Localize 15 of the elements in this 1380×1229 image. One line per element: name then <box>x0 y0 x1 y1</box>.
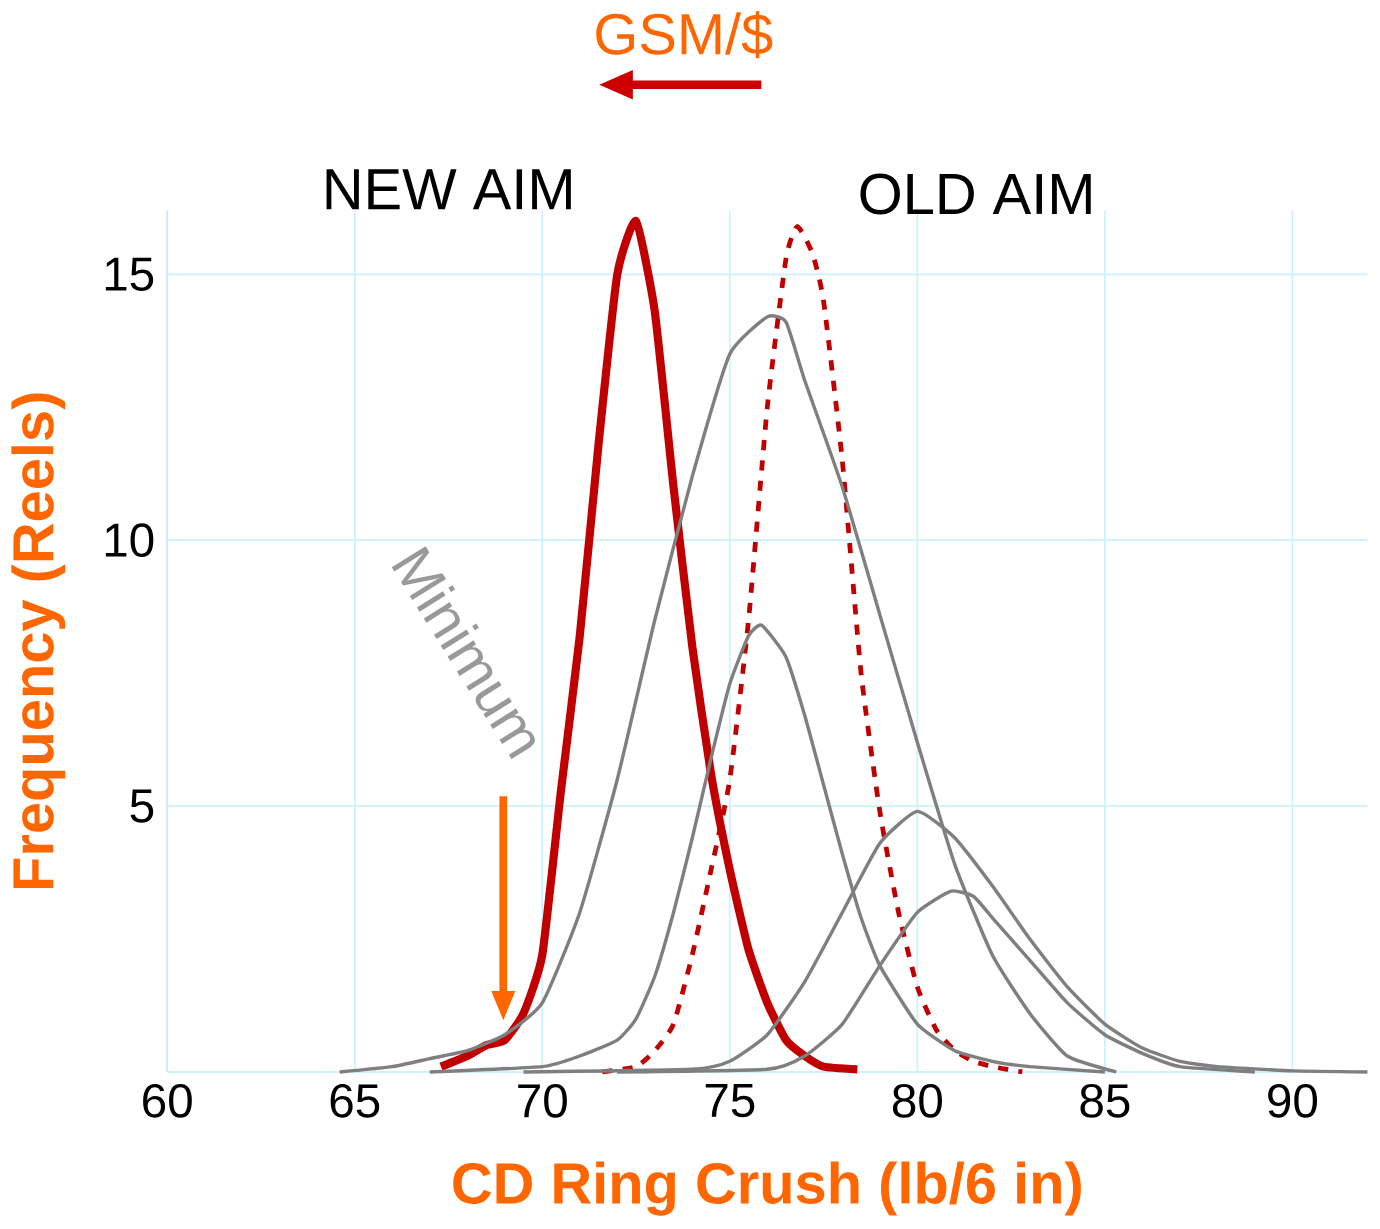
y-tick-label: 15 <box>105 257 154 292</box>
y-tick-label: 5 <box>130 789 154 823</box>
x-axis-title: CD Ring Crush (lb/6 in) <box>453 1161 1081 1216</box>
x-tick-label: 90 <box>1268 1084 1318 1118</box>
text: GSM/$ <box>596 11 773 59</box>
x-tick-label: 70 <box>518 1084 567 1118</box>
x-tick-label: 65 <box>330 1084 380 1118</box>
x-tick-label: 85 <box>1080 1084 1130 1118</box>
x-tick-label: 75 <box>705 1084 755 1118</box>
x-tick-label: 80 <box>892 1084 942 1118</box>
series-label: OLD AIM <box>860 173 1091 215</box>
y-axis-title: Frequency (Reels) <box>11 393 66 889</box>
series-label: NEW AIM <box>326 169 571 210</box>
y-tick-label: 10 <box>105 523 154 558</box>
x-tick-label: 60 <box>143 1084 192 1118</box>
